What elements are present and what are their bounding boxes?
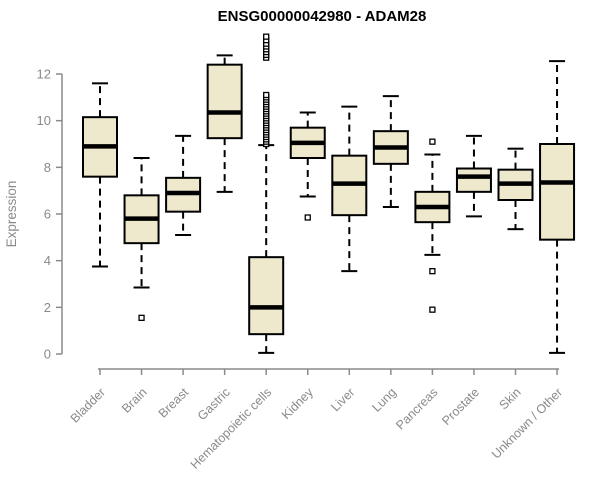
y-tick-label: 2 [44, 300, 51, 315]
outlier-point [429, 268, 436, 275]
iqr-box [206, 63, 243, 140]
x-tick-label: Brain [119, 385, 150, 416]
outlier-point [429, 306, 436, 313]
x-tick-label: Breast [156, 385, 192, 421]
y-tick-label: 6 [44, 207, 51, 222]
x-tick-label: Bladder [68, 385, 108, 425]
iqr-box [539, 143, 576, 241]
boxplot-kidney [289, 111, 326, 221]
boxplot-lung [372, 95, 409, 209]
x-tick-label: Prostate [439, 385, 482, 428]
y-tick-label: 4 [44, 253, 51, 268]
y-tick-label: 12 [37, 67, 51, 82]
outlier-point [263, 91, 270, 99]
x-tick-label: Unknown / Other [489, 385, 565, 461]
boxplot-liver [331, 105, 368, 273]
x-tick-label: Kidney [279, 385, 316, 422]
x-tick-label: Pancreas [393, 385, 440, 432]
iqr-box [248, 256, 285, 336]
boxplot-gastric [206, 54, 243, 193]
boxplot-skin [497, 147, 534, 231]
chart-title: ENSG00000042980 - ADAM28 [218, 8, 427, 25]
y-tick-label: 10 [37, 113, 51, 128]
y-axis-title: Expression [4, 181, 19, 248]
boxplot-pancreas [414, 138, 451, 313]
outlier-point [304, 214, 311, 221]
boxplot-bladder [82, 82, 118, 268]
boxplot-prostate [455, 134, 492, 218]
boxplot-unknown-other [539, 60, 576, 354]
x-tick-label: Lung [369, 385, 399, 415]
y-tick-label: 8 [44, 160, 51, 175]
x-tick-label: Hematopoietic cells [188, 385, 275, 472]
x-tick-label: Liver [328, 385, 357, 414]
y-tick-label: 0 [44, 347, 51, 362]
boxplot-breast [165, 134, 202, 237]
boxplot-brain [123, 157, 160, 321]
iqr-box [455, 167, 492, 193]
boxplot-hematopoietic-cells [248, 33, 285, 354]
outlier-point [429, 138, 436, 145]
x-tick-label: Gastric [195, 385, 233, 423]
x-tick-label: Skin [497, 385, 524, 412]
outlier-point [138, 314, 145, 321]
outlier-point [263, 33, 270, 40]
box-series [82, 33, 576, 354]
